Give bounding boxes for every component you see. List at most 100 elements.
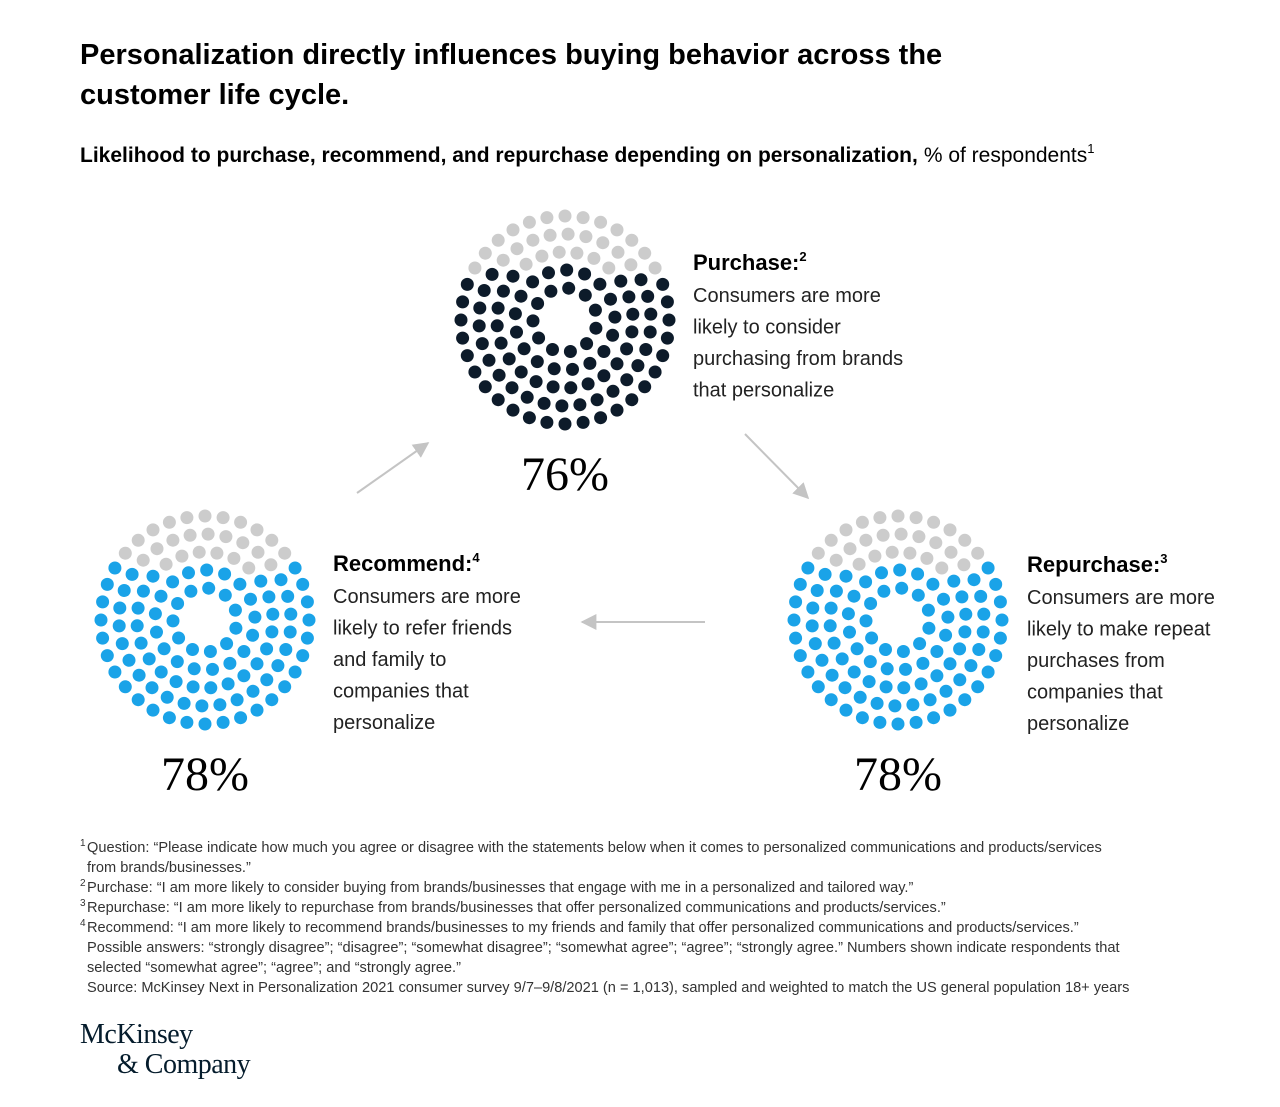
category-label: Repurchase:3 xyxy=(1027,551,1168,577)
dot xyxy=(246,628,260,642)
dot xyxy=(468,261,482,275)
dot xyxy=(939,684,953,698)
dot xyxy=(250,703,264,717)
footnote-text: selected “somewhat agree”; “agree”; and … xyxy=(87,960,461,976)
dot xyxy=(198,509,212,523)
dot xyxy=(648,365,662,379)
dot xyxy=(638,380,652,394)
dot xyxy=(639,343,653,356)
footnote-marker: 3 xyxy=(1160,551,1167,566)
dot xyxy=(789,631,803,645)
dot xyxy=(893,563,907,577)
dot xyxy=(597,345,611,358)
dot xyxy=(913,637,927,651)
dot xyxy=(260,642,274,656)
dot xyxy=(229,621,243,635)
dot xyxy=(113,601,127,615)
dot xyxy=(852,557,866,571)
dot xyxy=(929,536,943,550)
dot xyxy=(656,349,670,363)
dot xyxy=(186,680,200,694)
dot xyxy=(460,349,474,363)
dot xyxy=(456,331,470,345)
dot xyxy=(947,574,961,588)
dot xyxy=(485,267,499,281)
dot xyxy=(927,711,941,725)
dot xyxy=(260,673,274,687)
dot xyxy=(818,567,832,581)
dot xyxy=(227,551,241,565)
dot xyxy=(801,665,815,679)
dot xyxy=(520,390,534,404)
dot xyxy=(537,396,551,410)
dot xyxy=(213,698,227,712)
category-name: Repurchase: xyxy=(1027,552,1160,577)
dot xyxy=(855,515,869,529)
dot xyxy=(468,365,482,379)
dot xyxy=(995,613,1009,627)
dot xyxy=(911,567,925,581)
dot xyxy=(131,533,145,547)
category-description: companies that xyxy=(333,681,469,703)
dot xyxy=(847,665,861,679)
dot xyxy=(974,589,988,603)
dot xyxy=(859,614,873,628)
dot xyxy=(563,345,577,358)
dot xyxy=(894,527,908,541)
dot xyxy=(248,610,262,624)
footnote-text: Question: “Please indicate how much you … xyxy=(87,840,1102,856)
dot xyxy=(906,698,920,712)
dot xyxy=(162,515,176,529)
dot xyxy=(921,603,935,617)
dot xyxy=(506,403,520,417)
arrow xyxy=(356,442,430,494)
dot xyxy=(953,673,967,687)
dot xyxy=(221,677,235,691)
dot xyxy=(134,636,148,650)
dot xyxy=(162,711,176,725)
dot xyxy=(909,511,923,525)
dot xyxy=(971,546,985,560)
chart-subtitle: Likelihood to purchase, recommend, and r… xyxy=(80,141,1094,167)
dot xyxy=(953,642,967,656)
dot xyxy=(877,584,891,598)
dot xyxy=(920,551,934,565)
dot xyxy=(266,607,280,621)
dot xyxy=(456,295,470,309)
dot xyxy=(935,561,949,575)
dot xyxy=(234,711,248,725)
dot xyxy=(492,368,506,382)
dot xyxy=(865,631,879,645)
dot xyxy=(96,631,110,645)
dot xyxy=(237,645,251,658)
dot xyxy=(810,584,824,597)
dot xyxy=(108,561,122,575)
dot xyxy=(112,619,126,633)
footnote-marker: 4 xyxy=(80,918,86,929)
dot xyxy=(896,645,910,658)
dot xyxy=(843,625,856,639)
dot xyxy=(964,659,978,673)
dot xyxy=(899,662,912,676)
dot xyxy=(943,703,957,717)
dot xyxy=(192,545,206,559)
dot xyxy=(136,584,150,598)
dot xyxy=(131,693,145,707)
dot xyxy=(283,625,297,639)
dot xyxy=(288,561,302,575)
dot xyxy=(242,561,256,575)
dot xyxy=(265,625,279,639)
dot xyxy=(281,589,295,603)
dot xyxy=(977,607,991,621)
category-description: Consumers are more xyxy=(333,586,521,608)
category-label: Recommend:4 xyxy=(333,550,480,576)
dot xyxy=(535,249,549,263)
dot xyxy=(566,362,579,376)
dot xyxy=(210,546,224,560)
dot xyxy=(581,377,595,391)
dot xyxy=(505,381,519,395)
dot xyxy=(490,319,504,333)
dot xyxy=(620,342,634,356)
dot xyxy=(482,353,496,367)
dot xyxy=(926,577,940,591)
